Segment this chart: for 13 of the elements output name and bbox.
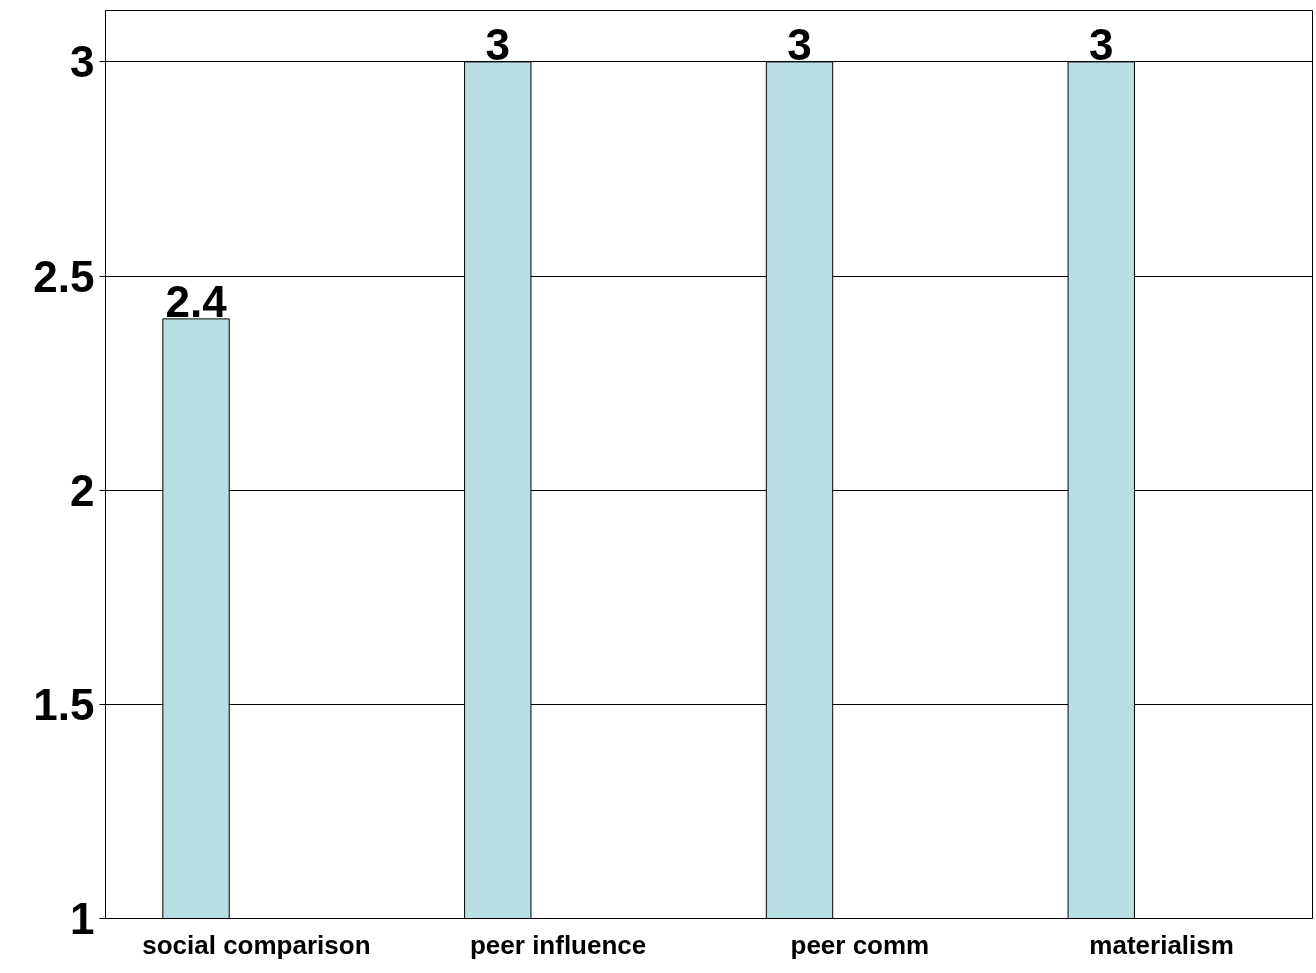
data-label: 3 xyxy=(1089,19,1114,69)
x-tick-label: peer comm xyxy=(790,929,930,960)
y-tick-label: 2.5 xyxy=(33,251,95,301)
data-label: 2.4 xyxy=(165,276,228,326)
x-tick-label: social comparison xyxy=(142,929,371,960)
y-tick-label: 3 xyxy=(70,37,95,87)
y-tick-label: 2 xyxy=(70,465,95,515)
y-tick-label: 1.5 xyxy=(33,679,95,729)
data-label: 3 xyxy=(787,19,812,69)
y-tick-label: 1 xyxy=(70,894,95,943)
data-label: 3 xyxy=(485,19,511,69)
x-tick-label: peer influence xyxy=(469,929,647,960)
x-tick-label: materialism xyxy=(1089,929,1234,960)
